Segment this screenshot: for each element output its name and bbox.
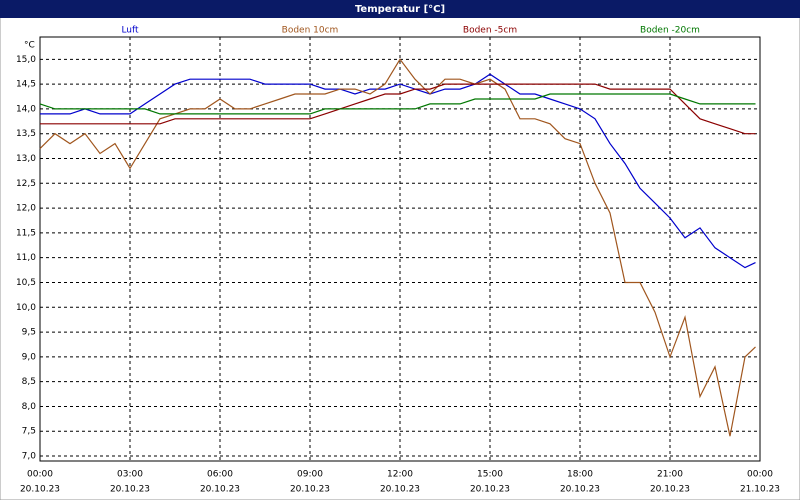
y-tick-label: 14,0: [16, 104, 36, 114]
x-tick-date: 20.10.23: [470, 485, 510, 495]
title-bar: [0, 0, 800, 18]
legend-entry: Boden 10cm: [282, 26, 339, 36]
y-tick-label: 13,0: [16, 154, 36, 164]
x-tick-date: 20.10.23: [650, 485, 690, 495]
x-tick-date: 20.10.23: [20, 485, 60, 495]
x-tick-label: 00:00: [747, 470, 773, 480]
y-tick-label: 10,5: [16, 278, 36, 288]
x-tick-label: 03:00: [117, 470, 143, 480]
x-tick-label: 12:00: [387, 470, 413, 480]
x-tick-date: 20.10.23: [110, 485, 150, 495]
x-tick-label: 18:00: [567, 470, 593, 480]
y-tick-label: 12,0: [16, 204, 36, 214]
y-tick-label: 11,0: [16, 253, 36, 263]
x-tick-label: 09:00: [297, 470, 323, 480]
series-line: [40, 83, 756, 135]
y-tick-label: 7,5: [22, 427, 36, 437]
y-tick-label: 11,5: [16, 228, 36, 238]
series-line: [39, 93, 756, 115]
x-tick-date: 20.10.23: [380, 485, 420, 495]
x-tick-date: 21.10.23: [740, 485, 780, 495]
y-tick-label: 9,5: [22, 328, 36, 338]
x-tick-date: 20.10.23: [290, 485, 330, 495]
y-tick-label: 15,0: [16, 55, 36, 65]
series-line: [40, 73, 756, 269]
x-tick-label: 21:00: [657, 470, 683, 480]
legend-entry: Luft: [121, 26, 139, 36]
y-tick-label: 14,5: [16, 80, 36, 90]
y-tick-label: 13,5: [16, 129, 36, 139]
y-tick-label: 8,0: [22, 402, 37, 412]
x-tick-label: 06:00: [207, 470, 233, 480]
x-tick-label: 00:00: [27, 470, 53, 480]
y-tick-label: 8,5: [22, 377, 36, 387]
y-tick-label: 12,5: [16, 179, 36, 189]
x-tick-date: 20.10.23: [200, 485, 240, 495]
y-tick-label: 9,0: [22, 352, 37, 362]
x-tick-label: 15:00: [477, 470, 503, 480]
series-line: [39, 58, 756, 437]
y-tick-label: 10,0: [16, 303, 36, 313]
legend-entry: Boden -20cm: [640, 26, 700, 36]
legend-entry: Boden -5cm: [463, 26, 517, 36]
y-tick-label: 7,0: [22, 452, 37, 462]
chart-title: Temperatur [°C]: [355, 4, 445, 15]
x-tick-date: 20.10.23: [560, 485, 600, 495]
y-unit: °C: [24, 41, 35, 51]
